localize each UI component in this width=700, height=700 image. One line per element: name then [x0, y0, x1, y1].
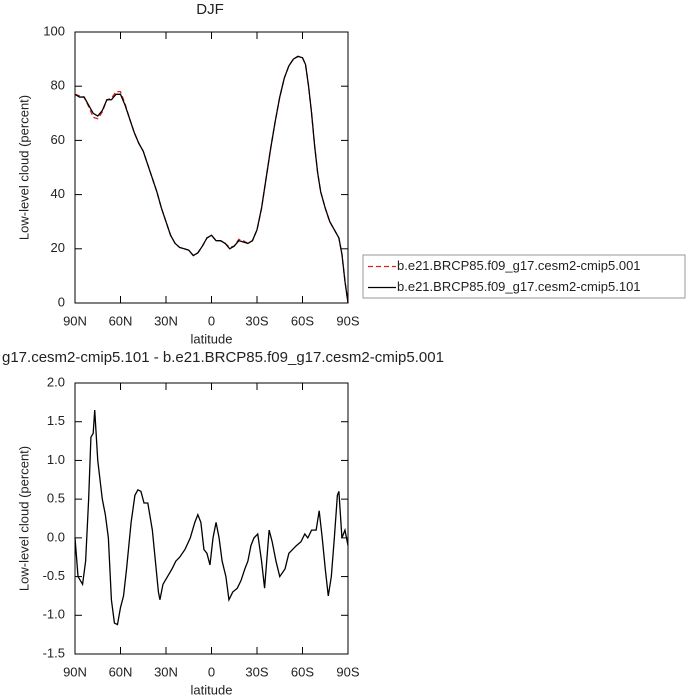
y-tick-label: -0.5	[43, 568, 65, 583]
x-axis-label: latitude	[191, 682, 233, 697]
x-tick-label: 60N	[109, 664, 133, 679]
y-tick-label: 1.5	[47, 413, 65, 428]
series-line	[74, 410, 349, 626]
x-axis-label: latitude	[191, 331, 233, 346]
legend-label: b.e21.BRCP85.f09_g17.cesm2-cmip5.101	[397, 279, 641, 294]
x-tick-label: 30S	[245, 313, 268, 328]
x-tick-label: 60S	[291, 313, 314, 328]
y-tick-label: 80	[51, 78, 65, 93]
legend-label: b.e21.BRCP85.f09_g17.cesm2-cmip5.001	[397, 258, 641, 273]
legend-box	[362, 254, 686, 299]
y-tick-label: 0.0	[47, 529, 65, 544]
y-tick-label: 2.0	[47, 374, 65, 389]
x-tick-label: 90N	[63, 664, 87, 679]
x-tick-label: 60N	[109, 313, 133, 328]
y-axis-label: Low-level cloud (percent)	[16, 446, 31, 591]
series-line	[74, 55, 349, 304]
y-tick-label: 100	[43, 23, 65, 38]
y-tick-label: 0	[58, 294, 65, 309]
y-tick-label: 60	[51, 132, 65, 147]
x-tick-label: 0	[208, 664, 215, 679]
y-tick-label: -1.0	[43, 607, 65, 622]
x-tick-label: 90N	[63, 313, 87, 328]
x-tick-label: 0	[208, 313, 215, 328]
y-tick-label: 40	[51, 186, 65, 201]
x-tick-label: 30N	[154, 664, 178, 679]
y-tick-label: -1.5	[43, 645, 65, 660]
series-line	[74, 55, 349, 304]
y-tick-label: 1.0	[47, 452, 65, 467]
plot-frame	[74, 382, 349, 655]
x-tick-label: 60S	[291, 664, 314, 679]
chart-title: g17.cesm2-cmip5.101 - b.e21.BRCP85.f09_g…	[2, 349, 444, 366]
x-tick-label: 90S	[336, 313, 359, 328]
y-tick-label: 20	[51, 240, 65, 255]
x-tick-label: 30N	[154, 313, 178, 328]
x-tick-label: 90S	[336, 664, 359, 679]
chart-title: DJF	[196, 1, 224, 18]
y-axis-label: Low-level cloud (percent)	[16, 95, 31, 240]
y-tick-label: 0.5	[47, 491, 65, 506]
x-tick-label: 30S	[245, 664, 268, 679]
plot-frame	[74, 31, 349, 304]
